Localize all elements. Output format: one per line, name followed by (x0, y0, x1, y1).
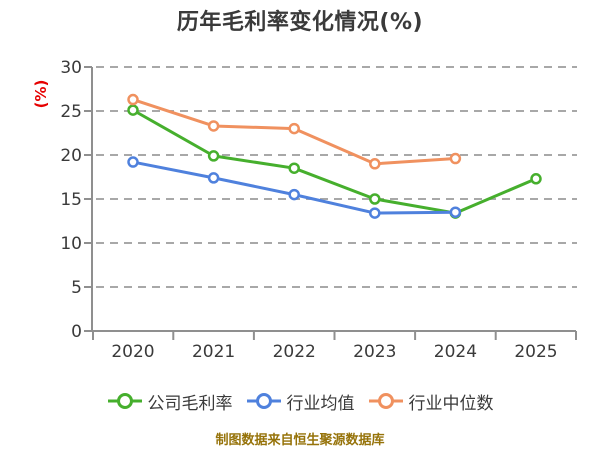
series-2-point-2 (288, 122, 300, 135)
y-axis-unit-label: (%) (32, 80, 50, 109)
legend-item-industry-median: 行业中位数 (368, 389, 494, 414)
y-tick-label-10: 10 (60, 234, 82, 254)
legend-label-industry-average: 行业均值 (286, 393, 355, 414)
x-tick-label-2024: 2024 (434, 342, 477, 362)
series-2-point-1 (207, 120, 220, 132)
x-tick-label-2025: 2025 (514, 342, 557, 362)
series-1-point-2 (288, 188, 300, 201)
series-1-point-4 (449, 206, 462, 218)
x-tick-label-2023: 2023 (353, 342, 396, 362)
x-tick-label-2022: 2022 (273, 342, 316, 362)
legend-item-company-margin: 公司毛利率 (107, 389, 233, 414)
y-tick-label-15: 15 (60, 190, 82, 210)
legend-label-industry-median: 行业中位数 (408, 393, 494, 414)
line-marker-icon (246, 393, 281, 409)
series-1-point-0 (127, 156, 139, 168)
y-tick-label-20: 20 (60, 146, 82, 166)
series-0-point-0 (127, 104, 139, 116)
y-tick-label-5: 5 (71, 278, 82, 298)
y-tick-label-25: 25 (60, 102, 82, 122)
legend: 公司毛利率 行业均值 行业中位数 (0, 388, 600, 414)
x-tick-label-2020: 2020 (111, 342, 154, 362)
y-tick-label-0: 0 (71, 322, 82, 342)
series-2-point-4 (449, 152, 462, 165)
line-marker-icon (368, 393, 403, 409)
series-2-point-3 (369, 158, 381, 170)
series-0-point-3 (369, 193, 381, 205)
line-marker-icon (107, 393, 142, 409)
series-line-0 (132, 108, 537, 215)
series-2-point-0 (127, 93, 139, 106)
series-1-point-1 (207, 172, 220, 184)
series-0-point-5 (530, 173, 542, 185)
series-1-point-3 (369, 207, 381, 219)
legend-label-company-margin: 公司毛利率 (147, 393, 233, 414)
series-0-point-2 (288, 162, 300, 174)
chart-title: 历年毛利率变化情况(%) (176, 10, 424, 35)
x-tick-label-2021: 2021 (192, 342, 235, 362)
series-0-point-1 (207, 150, 220, 162)
y-tick-label-30: 30 (60, 58, 82, 78)
legend-item-industry-average: 行业均值 (246, 389, 355, 414)
data-source-note: 制图数据来自恒生聚源数据库 (215, 433, 385, 448)
